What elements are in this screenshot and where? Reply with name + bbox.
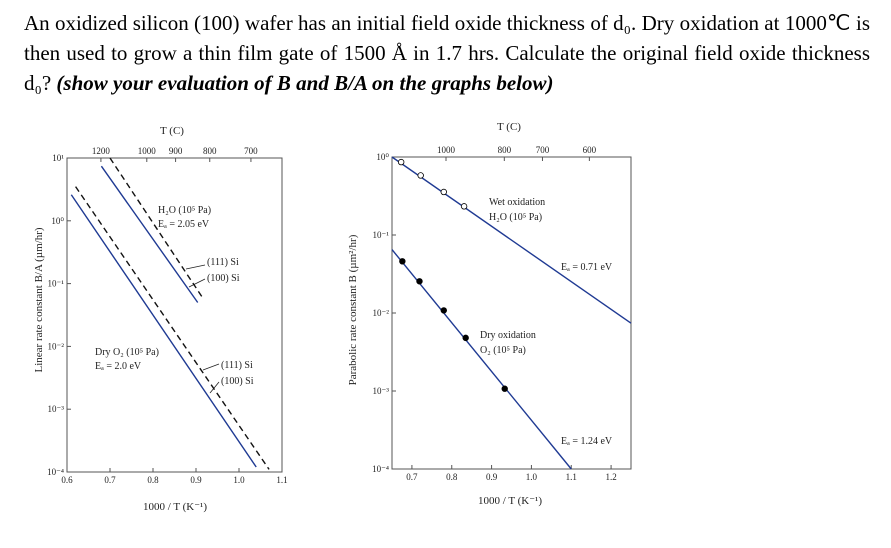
arrow-wet-111 [185,264,206,270]
series-line [75,186,270,470]
data-point [416,278,423,285]
series-line [391,249,572,470]
series-line [109,157,204,298]
top-tick-label: 600 [583,145,597,155]
annotation-dry-title: Dry O₂ (10⁵ Pa) [95,347,159,358]
data-point [501,385,508,392]
y-axis-label: Parabolic rate constant B (µm²/hr) [347,234,359,385]
y-tick-label: 10⁻² [373,308,390,318]
annotation-dry-111: (111) Si [221,360,253,371]
parabolic-rate-chart: Parabolic rate constant B (µm²/hr) 1000 … [347,121,632,507]
annotation-wet-title: H₂O (10⁵ Pa) [158,205,211,216]
question-body: An oxidized silicon (100) wafer has an i… [24,11,870,95]
arrow-dry-100 [209,381,220,394]
question-emphasis: (show your evaluation of B and B/A on th… [56,71,554,95]
top-axis-label: T (C) [497,121,521,133]
x-tick-label: 0.8 [446,472,458,482]
top-tick-label: 1000 [138,146,157,156]
annotation-wet-ea: Eₐ = 0.71 eV [561,262,613,273]
annotation-dry-ea: Eₐ = 1.24 eV [561,436,613,447]
x-tick-label: 0.6 [61,475,73,485]
arrow-wet-100 [188,278,206,288]
y-tick-label: 10⁻³ [48,404,65,414]
x-tick-label: 0.7 [104,475,116,485]
x-axis-label: 1000 / T (K⁻¹) [143,501,207,513]
y-tick-label: 10⁰ [376,152,389,162]
annotation-dry-sub: O₂ (10⁵ Pa) [480,345,526,356]
y-tick-label: 10⁻³ [373,386,390,396]
x-tick-label: 0.8 [147,475,159,485]
linear-rate-chart: Linear rate constant B/A (µm/hr) 1000 / … [33,125,288,513]
x-axis-label: 1000 / T (K⁻¹) [478,495,542,507]
x-tick-label: 0.9 [190,475,202,485]
series-line [100,165,199,303]
annotation-wet-ea: Eₐ = 2.05 eV [158,219,210,230]
top-axis-label: T (C) [160,125,184,137]
y-tick-label: 10⁻⁴ [372,464,389,474]
x-tick-label: 0.9 [486,472,498,482]
arrow-dry-111 [202,363,220,371]
top-tick-label: 700 [244,146,258,156]
x-tick-label: 1.0 [526,472,538,482]
data-point [440,188,447,196]
question-text: An oxidized silicon (100) wafer has an i… [24,8,870,98]
top-tick-label: 800 [203,146,217,156]
annotation-dry-ea: Eₐ = 2.0 eV [95,361,142,372]
top-tick-label: 700 [536,145,550,155]
x-tick-label: 1.1 [566,472,577,482]
data-point [462,334,469,342]
top-tick-label: 800 [498,145,512,155]
annotation-dry-title: Dry oxidation [480,330,536,341]
top-tick-label: 1000 [437,145,456,155]
annotation-wet-sub: H₂O (10⁵ Pa) [489,212,542,223]
annotation-wet-title: Wet oxidation [489,197,545,208]
top-tick-label: 900 [169,146,183,156]
data-point [397,158,405,166]
y-tick-label: 10⁻² [48,341,65,351]
x-tick-label: 0.7 [406,472,418,482]
y-tick-label: 10⁻¹ [373,230,390,240]
annotation-wet-111: (111) Si [207,257,239,268]
annotation-dry-100: (100) Si [221,376,254,387]
plot-frame [66,157,283,473]
x-tick-label: 1.2 [605,472,616,482]
y-axis-label: Linear rate constant B/A (µm/hr) [33,227,45,372]
x-tick-label: 1.0 [233,475,245,485]
data-point [460,203,468,210]
data-point [399,258,406,265]
x-tick-label: 1.1 [276,475,287,485]
y-tick-label: 10¹ [52,153,64,163]
series-line [70,194,257,468]
data-point [440,307,447,314]
annotation-wet-100: (100) Si [207,273,240,284]
data-point [417,172,424,179]
y-tick-label: 10⁰ [51,216,64,226]
series-line [391,156,632,324]
y-tick-label: 10⁻⁴ [47,467,64,477]
top-tick-label: 1200 [92,146,111,156]
y-tick-label: 10⁻¹ [48,279,65,289]
